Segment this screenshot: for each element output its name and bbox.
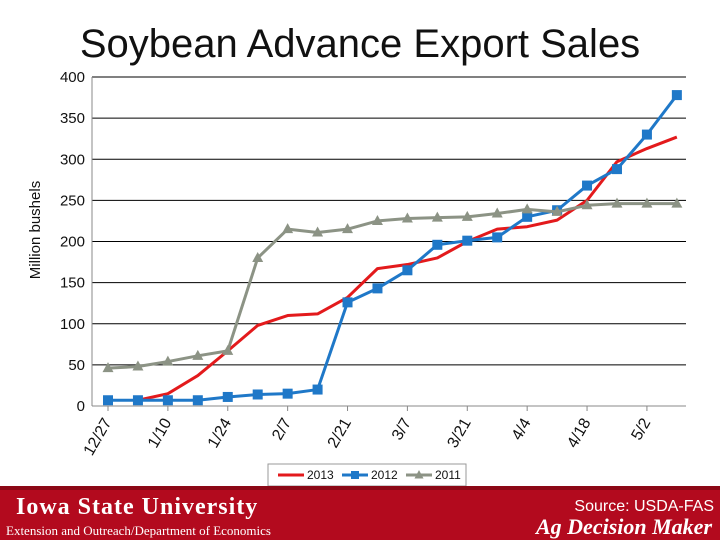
chart-title: Soybean Advance Export Sales — [79, 22, 641, 66]
data-point — [372, 283, 383, 294]
data-point — [521, 203, 533, 214]
source-note: Source: USDA-FAS — [574, 498, 714, 515]
brand-name: Ag Decision Maker — [536, 514, 712, 539]
y-axis-label: Million bushels — [27, 181, 44, 279]
data-point — [611, 164, 622, 175]
series — [102, 90, 683, 406]
x-tick-label: 5/2 — [629, 415, 655, 443]
data-point — [462, 235, 473, 246]
data-point — [312, 226, 324, 237]
data-point — [342, 223, 354, 234]
legend: 2013 2012 2011 — [267, 463, 467, 487]
x-tick-label: 4/18 — [564, 415, 594, 451]
x-tick-label: 3/21 — [444, 415, 474, 451]
data-point — [641, 197, 653, 208]
data-point — [401, 212, 413, 223]
y-tick-label: 150 — [60, 275, 85, 292]
department-name: Extension and Outreach/Department of Eco… — [6, 523, 271, 538]
data-point — [641, 129, 652, 140]
data-point — [581, 199, 593, 210]
series-line-2011 — [107, 202, 677, 370]
data-point — [431, 211, 443, 222]
y-tick-label: 50 — [68, 357, 85, 374]
data-point — [492, 232, 503, 243]
legend-marker — [351, 471, 359, 479]
data-point — [192, 349, 204, 360]
data-point — [432, 239, 443, 250]
legend-label: 2011 — [435, 468, 461, 482]
footer-rule — [0, 486, 720, 490]
legend-label: 2012 — [371, 468, 398, 482]
data-point — [132, 395, 143, 406]
data-point — [671, 90, 682, 101]
y-tick-label: 300 — [60, 151, 85, 168]
data-point — [132, 360, 144, 371]
x-tick-label: 2/7 — [269, 415, 295, 443]
data-point — [611, 197, 623, 208]
data-point — [102, 362, 114, 373]
series-2011 — [102, 197, 683, 373]
data-point — [282, 223, 294, 234]
data-point — [222, 344, 234, 355]
data-point — [551, 205, 563, 216]
y-tick-label: 200 — [60, 234, 85, 251]
data-point — [192, 395, 203, 406]
data-point — [162, 395, 173, 406]
data-point — [282, 388, 293, 399]
legend-label: 2013 — [307, 468, 334, 482]
footer: Iowa State University Extension and Outr… — [0, 490, 720, 540]
data-point — [671, 197, 683, 208]
data-point — [582, 180, 593, 191]
data-point — [222, 391, 233, 402]
y-tick-label: 400 — [60, 69, 85, 86]
x-tick-label: 1/24 — [205, 415, 235, 451]
x-tick-label: 4/4 — [509, 415, 535, 443]
data-point — [402, 265, 413, 276]
series-line-2012 — [108, 94, 679, 402]
data-point — [491, 207, 503, 218]
data-point — [371, 214, 383, 225]
data-point — [522, 211, 533, 222]
legend-marker — [414, 470, 424, 479]
data-point — [252, 251, 264, 262]
x-tick-label: 1/10 — [145, 415, 175, 451]
data-point — [162, 355, 174, 366]
data-point — [252, 389, 263, 400]
data-point — [461, 210, 473, 221]
x-tick-label: 2/21 — [325, 415, 355, 451]
data-point — [103, 395, 113, 406]
chart: 0 50 100 150 200 250 300 350 400 Million bushels 1… — [27, 69, 686, 487]
y-tick-label: 100 — [60, 316, 85, 333]
data-point — [312, 384, 323, 395]
series-2012 — [103, 90, 682, 406]
y-tick-label: 350 — [60, 110, 85, 127]
x-tick-label: 12/27 — [81, 415, 116, 458]
data-point — [342, 297, 353, 308]
x-tick-label: 3/7 — [389, 415, 415, 443]
y-tick-label: 0 — [77, 398, 85, 415]
university-name: Iowa State University — [16, 494, 259, 520]
y-tick-label: 250 — [60, 192, 85, 209]
